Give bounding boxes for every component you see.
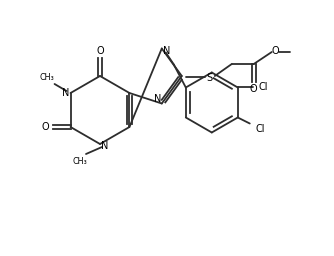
Text: N: N xyxy=(101,141,109,151)
Text: N: N xyxy=(154,93,161,103)
Text: N: N xyxy=(62,88,69,98)
Text: O: O xyxy=(250,84,258,94)
Text: N: N xyxy=(163,47,170,57)
Text: CH₃: CH₃ xyxy=(39,73,54,82)
Text: O: O xyxy=(96,46,104,56)
Text: Cl: Cl xyxy=(258,82,268,92)
Text: S: S xyxy=(207,73,213,83)
Text: O: O xyxy=(42,122,49,132)
Text: O: O xyxy=(272,46,280,56)
Text: CH₃: CH₃ xyxy=(72,157,88,166)
Text: Cl: Cl xyxy=(255,124,265,134)
